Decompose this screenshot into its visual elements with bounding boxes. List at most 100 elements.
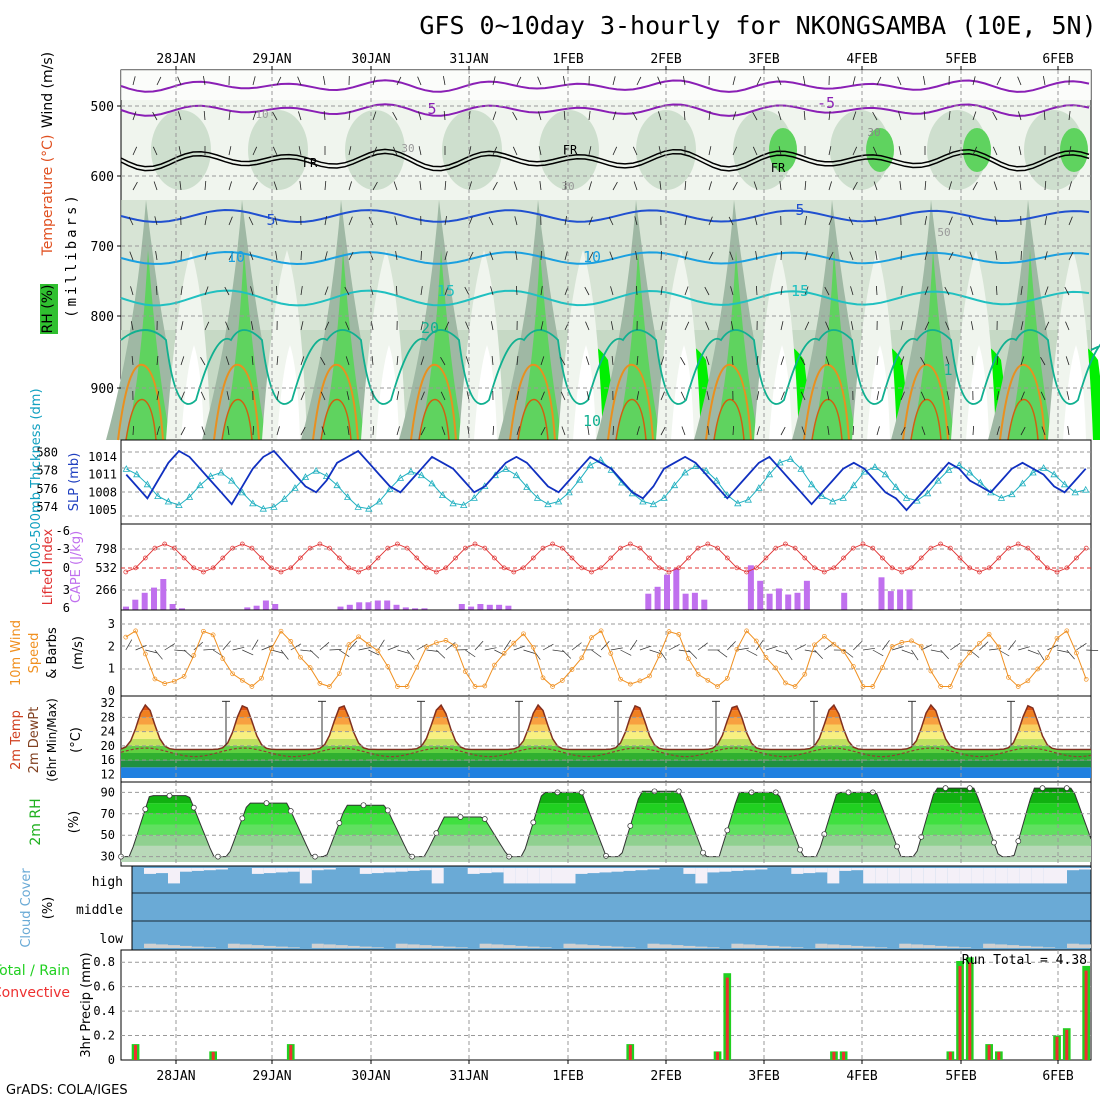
lifted-index-point xyxy=(589,569,594,575)
lifted-index-point xyxy=(783,541,788,547)
wind10m-point xyxy=(686,656,691,661)
wind10m-point xyxy=(540,675,546,681)
wind10m-point xyxy=(550,684,555,689)
rh-upper-blob xyxy=(442,110,502,190)
wind-barb xyxy=(1044,216,1047,226)
wind-barb xyxy=(1020,391,1025,401)
rh2m-point xyxy=(360,802,367,809)
cloud-high-cell xyxy=(407,868,420,871)
thickness-point xyxy=(175,501,183,508)
wind10m-barb xyxy=(465,649,476,658)
lifted-index-point xyxy=(239,541,245,547)
wind10m-point xyxy=(414,664,420,670)
cloud-high-cell xyxy=(395,868,408,872)
cloud-low-cell xyxy=(947,946,960,948)
wind-barb xyxy=(612,181,618,191)
wind-barb xyxy=(680,357,686,366)
thickness-point xyxy=(1071,488,1079,496)
precip-convective-bar xyxy=(289,1044,293,1060)
wind-barb xyxy=(828,181,832,191)
cloud-low-cell xyxy=(371,947,384,948)
wind-barb xyxy=(756,285,758,296)
wind-barb xyxy=(681,426,686,436)
rh-column-white xyxy=(376,345,399,440)
rh-column-green xyxy=(126,250,171,440)
isotherm-5 xyxy=(120,208,1090,224)
top-date-label: 30JAN xyxy=(351,52,390,67)
cloud-low-cell xyxy=(455,947,468,948)
isotherm-label: 5 xyxy=(266,211,275,229)
wind-barb xyxy=(468,181,472,191)
cape-bar xyxy=(654,586,661,610)
wind-barb xyxy=(132,425,134,436)
wind-barb xyxy=(684,251,688,261)
wind-barb xyxy=(900,391,905,401)
rh-legend-swatch xyxy=(40,284,58,334)
wind10m-point xyxy=(366,641,371,647)
wind10m-point xyxy=(123,634,129,640)
top-date-label: 2FEB xyxy=(650,52,681,67)
wind-barb xyxy=(276,285,278,296)
wind-barb xyxy=(540,391,545,401)
wind10m-point xyxy=(977,640,982,646)
wind-barb xyxy=(876,285,878,296)
wind10m-barb xyxy=(620,649,632,656)
wind10m-point xyxy=(307,665,313,670)
wind10m-barb xyxy=(911,649,919,661)
lifted-index-point xyxy=(977,569,982,575)
precip-convective-bar xyxy=(948,1051,952,1060)
wind-barb xyxy=(801,426,806,436)
wind-barb xyxy=(465,321,470,331)
cloud-high-cell xyxy=(1019,868,1032,884)
wind10m-barb xyxy=(377,639,385,651)
freezing-line-b xyxy=(120,152,1090,172)
lifted-index-point xyxy=(249,545,255,551)
wind-barb xyxy=(348,181,352,191)
cloud-low-cell xyxy=(587,945,600,948)
wind-barb xyxy=(227,426,230,436)
thickness-slp-panel: 580 578 576 574 1014 1011 1008 1005 1000-500mb … xyxy=(29,388,1092,576)
wind-barb xyxy=(180,356,185,366)
wind-barb xyxy=(252,146,258,156)
cloud-low-cell xyxy=(923,945,936,948)
wind-barb xyxy=(873,181,878,191)
lifted-index-point xyxy=(133,565,138,571)
isotherm-minus5 xyxy=(120,103,1090,117)
wind10m-speed-line xyxy=(123,628,1089,689)
wind-barb xyxy=(920,391,926,401)
wind10m-point xyxy=(317,681,323,686)
thickness-point xyxy=(396,474,405,481)
wind10m-point xyxy=(1025,678,1031,684)
cloud-high-cell xyxy=(203,868,216,871)
wind-barb xyxy=(274,216,278,226)
lifted-index-point xyxy=(501,565,507,571)
wind-barb xyxy=(657,76,662,86)
wind-barb xyxy=(993,181,998,191)
wind-barb xyxy=(732,76,736,86)
wind-barb xyxy=(900,356,905,366)
thickness-point xyxy=(1029,468,1037,476)
wind-barb xyxy=(420,321,424,331)
wind10m-point xyxy=(298,654,303,660)
wind-barb xyxy=(636,76,642,86)
wind-barb xyxy=(944,286,950,296)
cloud-low-cell xyxy=(983,943,996,948)
wind10m-barb xyxy=(300,649,313,652)
cloud-low-cell xyxy=(647,943,660,948)
wind-barb xyxy=(610,321,614,331)
cloud-low-cell xyxy=(1007,945,1020,948)
cloud-high-cell xyxy=(1043,868,1056,884)
wind-barb xyxy=(898,146,902,156)
wind-barb xyxy=(131,355,134,366)
wind-barb xyxy=(224,286,230,296)
cloud-low-cell xyxy=(779,946,792,948)
wind-barb xyxy=(971,355,974,366)
cloud-high-cell xyxy=(479,868,492,874)
wind-barb xyxy=(992,111,998,121)
slp-tick-label: 1014 xyxy=(88,450,117,464)
thickness-point xyxy=(565,488,573,496)
pressure-tick-label: 700 xyxy=(91,240,114,255)
cloud-low-cell xyxy=(875,947,888,948)
wind-barb xyxy=(852,181,858,191)
thickness-point xyxy=(301,473,310,480)
